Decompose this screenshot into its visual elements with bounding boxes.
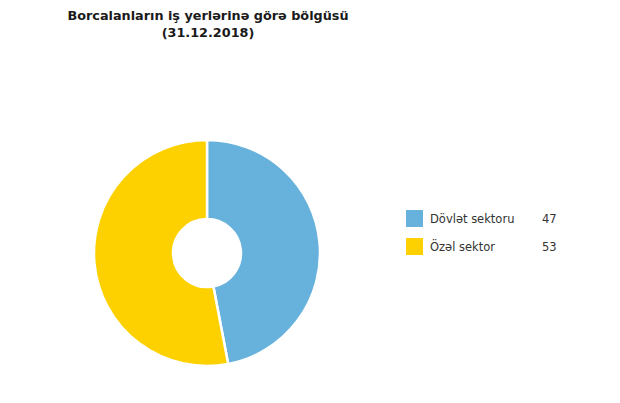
chart-page: Borcalanların iş yerlərinə görə bölgüsü … (0, 0, 620, 403)
legend-item-dovlet-sektoru[interactable]: Dövlət sektoru 47 (406, 210, 557, 227)
legend-value-dovlet-sektoru: 47 (542, 212, 557, 226)
legend-label-dovlet-sektoru: Dövlət sektoru (430, 212, 542, 226)
legend-value-ozel-sektor: 53 (542, 240, 557, 254)
legend-label-ozel-sektor: Özəl sektor (430, 240, 542, 254)
legend-swatch-ozel-sektor[interactable] (406, 238, 423, 255)
donut-slice-ozel-sektor[interactable] (94, 140, 228, 366)
legend-swatch-dovlet-sektoru[interactable] (406, 210, 423, 227)
legend: Dövlət sektoru 47 Özəl sektor 53 (406, 210, 557, 266)
legend-item-ozel-sektor[interactable]: Özəl sektor 53 (406, 238, 557, 255)
donut-chart (0, 0, 620, 403)
donut-slice-dovlet-sektoru[interactable] (207, 140, 320, 364)
